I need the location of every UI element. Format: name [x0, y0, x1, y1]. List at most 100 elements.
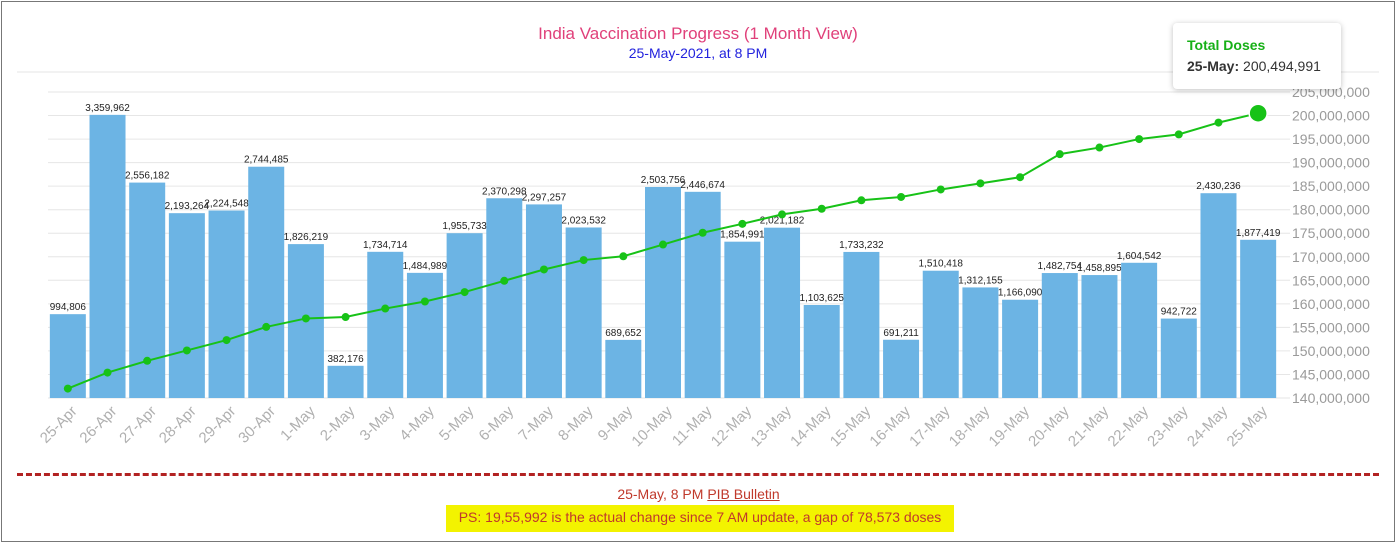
total-doses-point [619, 252, 628, 261]
pib-bulletin-link[interactable]: PIB Bulletin [707, 486, 780, 502]
x-tick-label: 28-Apr [156, 403, 200, 447]
x-tick-label: 11-May [669, 402, 716, 449]
x-tick-label: 15-May [827, 402, 875, 450]
bar [367, 251, 404, 398]
bar-data-label: 691,211 [883, 328, 919, 339]
bar [565, 227, 602, 398]
bar-data-label: 2,224,548 [204, 199, 249, 210]
total-doses-point [976, 179, 985, 188]
footer-divider [17, 473, 1379, 476]
bar-data-label: 1,604,542 [1117, 251, 1162, 262]
total-doses-point [857, 196, 866, 205]
total-doses-point [301, 314, 310, 323]
tooltip-value: 200,494,991 [1243, 58, 1321, 74]
bar-data-label: 1,955,733 [442, 221, 487, 232]
bar [208, 210, 245, 398]
y-tick-label: 165,000,000 [1292, 272, 1370, 288]
total-doses-point [1095, 143, 1104, 152]
bar [962, 287, 999, 398]
x-tick-label: 14-May [787, 402, 835, 450]
total-doses-point [460, 288, 469, 297]
y-tick-label: 195,000,000 [1292, 131, 1370, 147]
bar-data-label: 2,503,756 [641, 175, 686, 186]
x-tick-label: 12-May [708, 402, 756, 450]
x-tick-label: 8-May [555, 402, 597, 444]
total-doses-point [659, 240, 667, 249]
bar [327, 365, 364, 398]
bar-data-label: 1,458,895 [1077, 263, 1122, 274]
y-tick-label: 160,000,000 [1292, 296, 1370, 312]
total-doses-point [1135, 135, 1144, 144]
bar [1081, 275, 1118, 398]
y-tick-label: 140,000,000 [1292, 390, 1370, 406]
bar [883, 339, 920, 398]
x-tick-label: 30-Apr [235, 403, 279, 447]
bar [446, 233, 483, 398]
bar [843, 251, 880, 398]
y-tick-label: 150,000,000 [1292, 343, 1370, 359]
total-doses-point [698, 228, 707, 237]
bar-data-label: 2,430,236 [1196, 181, 1241, 192]
tooltip-title: Total Doses [1187, 37, 1266, 53]
x-tick-label: 20-May [1025, 402, 1073, 450]
bar-data-label: 2,446,674 [680, 180, 725, 191]
total-doses-point [103, 368, 112, 377]
total-doses-point [262, 322, 271, 331]
footer-note: PS: 19,55,992 is the actual change since… [446, 505, 954, 532]
x-tick-label: 18-May [946, 402, 994, 450]
x-tick-label: 22-May [1105, 402, 1153, 450]
total-doses-point [936, 185, 945, 194]
bar [89, 114, 126, 398]
x-tick-label: 13-May [747, 402, 795, 450]
bar-data-label: 1,826,219 [284, 232, 329, 243]
x-tick-label: 24-May [1184, 402, 1232, 450]
total-doses-point [341, 313, 350, 322]
total-doses-point [143, 356, 152, 365]
footer-prefix: 25-May, 8 PM [617, 486, 708, 502]
x-tick-label: 7-May [515, 402, 557, 444]
bar [1041, 273, 1078, 398]
bar [1121, 262, 1158, 398]
y-tick-label: 155,000,000 [1292, 319, 1370, 335]
y-tick-label: 200,000,000 [1292, 108, 1370, 124]
y-tick-label: 180,000,000 [1292, 202, 1370, 218]
bar-data-label: 1,312,155 [958, 275, 1003, 286]
bar-data-label: 2,370,298 [482, 186, 527, 197]
bar-data-label: 2,556,182 [125, 171, 170, 182]
bar [1002, 299, 1039, 398]
bar-data-label: 1,510,418 [918, 259, 963, 270]
x-tick-label: 26-Apr [76, 403, 120, 447]
bar [724, 241, 761, 398]
x-tick-label: 16-May [866, 402, 914, 450]
x-tick-label: 17-May [906, 402, 954, 450]
bar-data-label: 3,359,962 [85, 103, 130, 114]
y-tick-label: 190,000,000 [1292, 155, 1370, 171]
bar-data-label: 2,193,264 [165, 201, 210, 212]
bar-data-label: 1,733,232 [839, 240, 884, 251]
tooltip: Total Doses 25-May: 200,494,991 [1173, 23, 1341, 89]
bar-data-label: 689,652 [605, 328, 642, 339]
bar-data-label: 1,484,989 [403, 261, 448, 272]
x-tick-label: 23-May [1144, 402, 1192, 450]
total-doses-point [381, 304, 390, 313]
bar [129, 182, 166, 398]
total-doses-point [817, 204, 826, 213]
bar-data-label: 1,482,754 [1038, 261, 1083, 272]
total-doses-point [1016, 173, 1025, 182]
bar-data-label: 942,722 [1161, 307, 1198, 318]
y-tick-label: 185,000,000 [1292, 178, 1370, 194]
bar-data-label: 2,744,485 [244, 155, 289, 166]
total-doses-point [420, 297, 429, 306]
bar-data-label: 1,166,090 [998, 288, 1043, 299]
tooltip-date: 25-May: [1187, 58, 1240, 74]
x-tick-label: 25-May [1224, 402, 1272, 450]
x-tick-label: 21-May [1065, 402, 1113, 450]
chart-title: India Vaccination Progress (1 Month View… [538, 24, 858, 43]
x-tick-label: 1-May [277, 402, 319, 444]
bar [406, 272, 443, 398]
total-doses-point [539, 265, 548, 274]
bar [922, 270, 959, 398]
total-doses-point [897, 192, 906, 201]
total-doses-point [579, 256, 588, 265]
bar [486, 198, 523, 398]
